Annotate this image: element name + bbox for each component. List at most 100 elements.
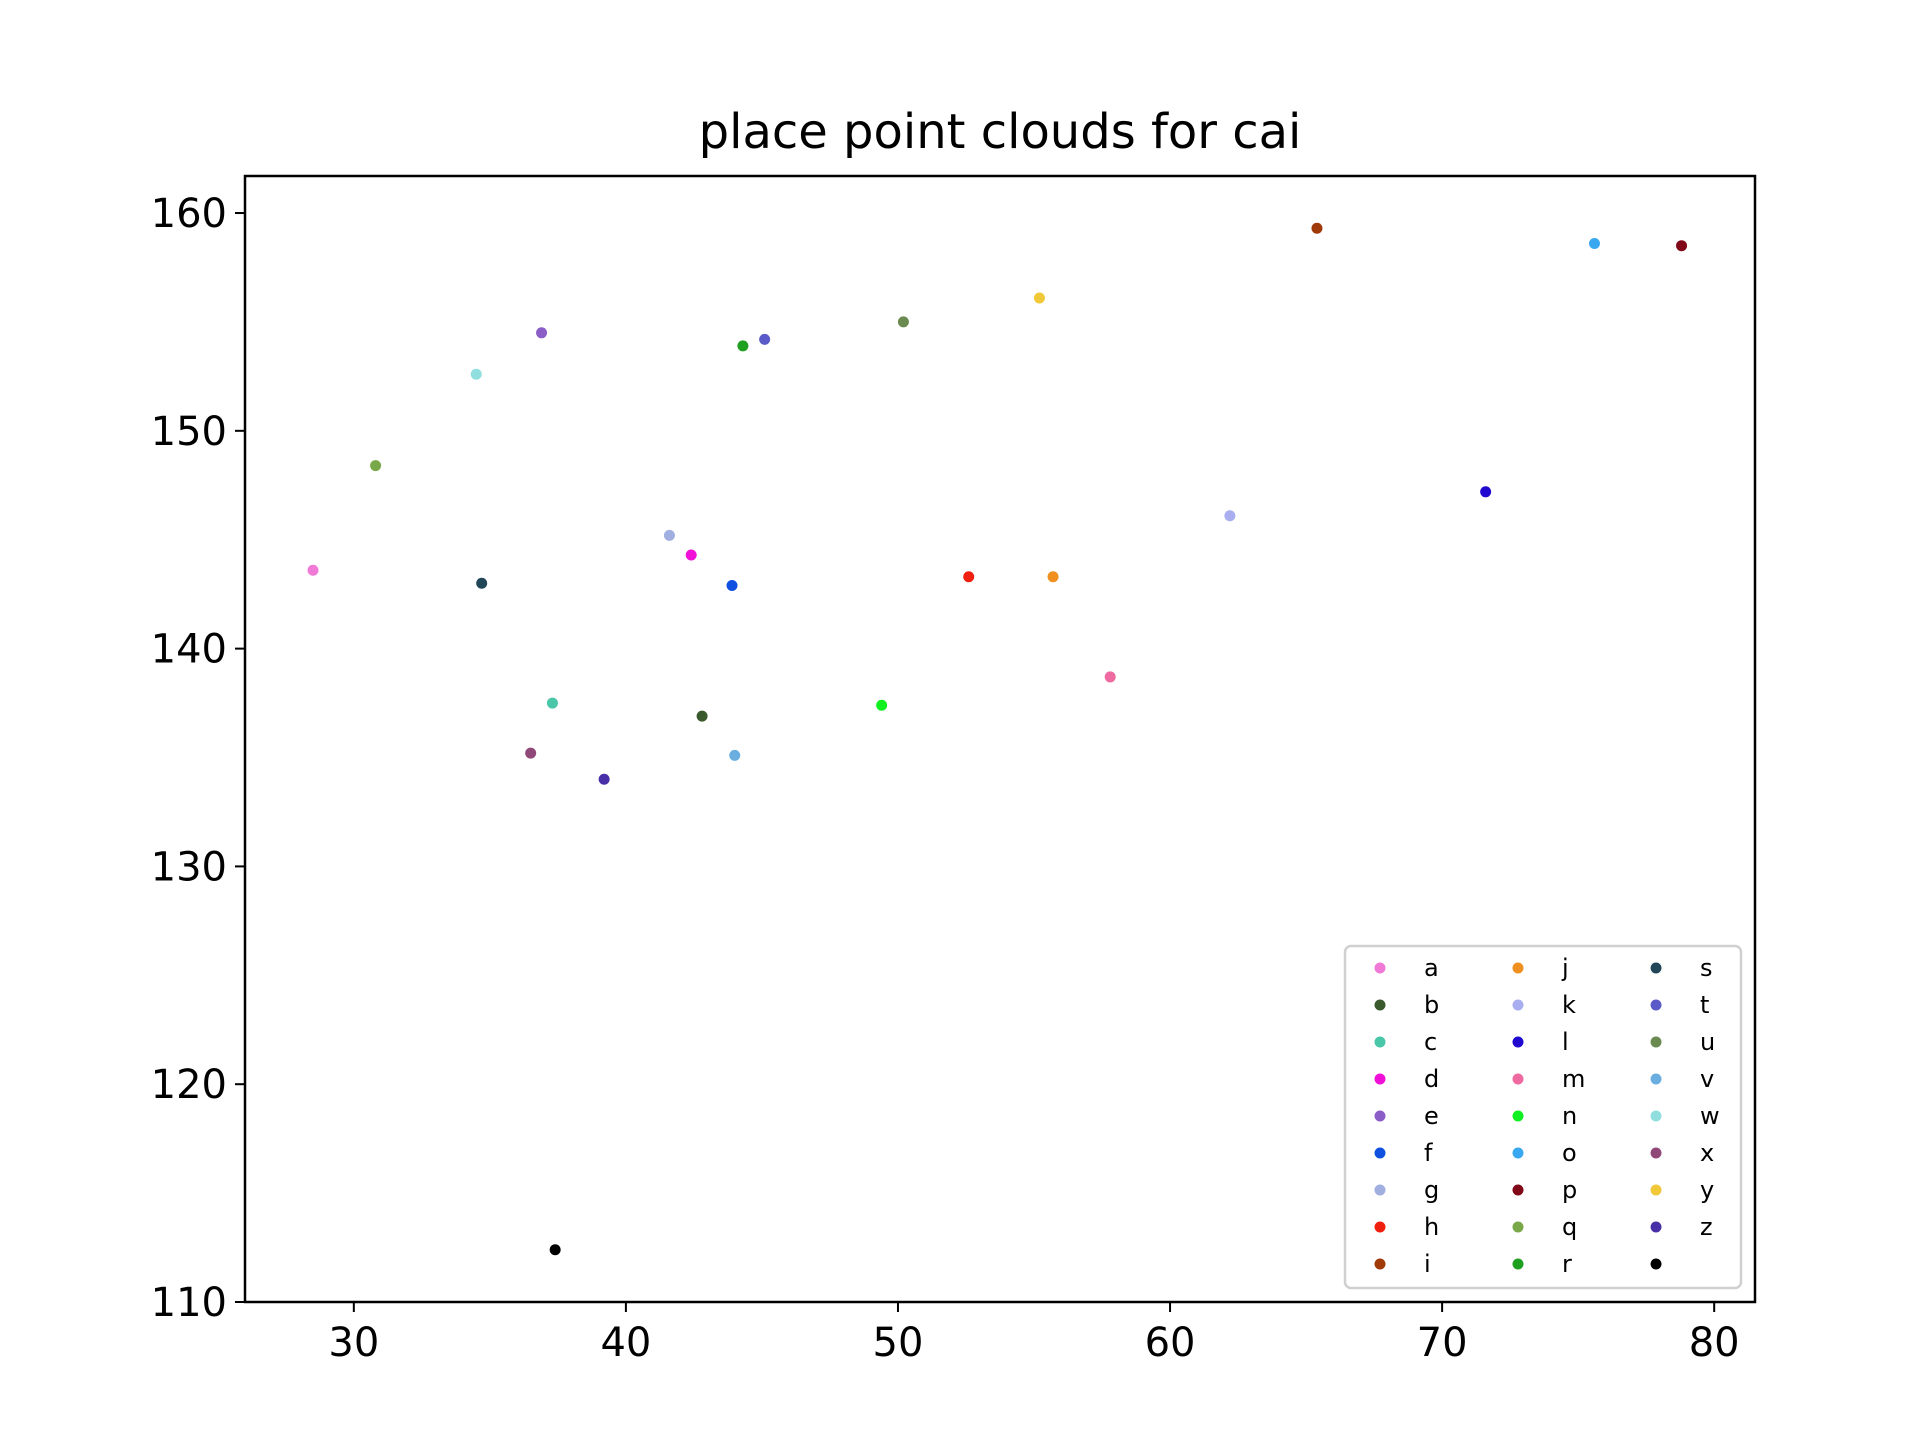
legend-marker [1374,999,1386,1011]
x-tick-label: 80 [1689,1320,1740,1366]
legend-marker [1512,999,1524,1011]
data-point-b [696,710,708,722]
legend-label: j [1561,954,1569,982]
data-point-d [685,549,697,561]
data-point-v [729,749,741,761]
data-point-f [726,579,738,591]
y-tick-label: 150 [151,409,227,455]
legend-label: n [1562,1102,1577,1130]
legend-marker [1650,1258,1662,1270]
legend-label: q [1562,1213,1577,1241]
legend-marker [1650,1110,1662,1122]
legend-marker [1512,1258,1524,1270]
legend-label: x [1700,1139,1714,1167]
legend-label: e [1424,1102,1439,1130]
legend-label: v [1700,1065,1714,1093]
data-points [307,222,1688,1256]
data-point-q [370,460,382,472]
y-tick-label: 110 [151,1280,227,1326]
legend-marker [1650,999,1662,1011]
legend-marker [1650,1147,1662,1159]
legend-marker [1374,1147,1386,1159]
y-tick-label: 140 [151,627,227,673]
data-point-t [759,333,771,345]
data-point-i [1311,222,1323,234]
legend-marker [1374,1258,1386,1270]
x-tick-label: 60 [1145,1320,1196,1366]
legend-label: s [1700,954,1713,982]
data-point-o [1588,238,1600,250]
legend-marker [1374,1110,1386,1122]
data-point-g [663,529,675,541]
legend-label: z [1700,1213,1713,1241]
legend-label: m [1562,1065,1585,1093]
data-point-u [897,316,909,328]
x-tick-label: 50 [873,1320,924,1366]
data-point-z [598,773,610,785]
data-point-k [1224,510,1236,522]
data-point-unnamed [549,1244,561,1256]
legend-box [1343,944,1743,1290]
chart-title: place point clouds for cai [699,104,1302,160]
legend-label: h [1424,1213,1439,1241]
legend-marker [1512,1110,1524,1122]
legend-marker [1374,1036,1386,1048]
data-point-w [470,368,482,380]
data-point-x [525,747,537,759]
data-point-j [1047,571,1059,583]
legend-marker [1650,1184,1662,1196]
legend-label: d [1424,1065,1439,1093]
legend-marker [1374,1221,1386,1233]
legend-label: p [1562,1176,1577,1204]
legend-label: r [1562,1250,1572,1278]
y-tick-label: 160 [151,191,227,237]
legend-label: f [1424,1139,1433,1167]
y-axis: 110 120 130 140 150 160 [151,191,245,1326]
data-point-e [536,327,548,339]
y-tick-label: 120 [151,1062,227,1108]
legend-marker [1512,1147,1524,1159]
legend-marker [1650,962,1662,974]
data-point-m [1104,671,1116,683]
x-tick-label: 70 [1417,1320,1468,1366]
legend-marker [1650,1036,1662,1048]
legend-label: u [1700,1028,1715,1056]
data-point-h [963,571,975,583]
data-point-a [307,564,319,576]
legend-marker [1650,1221,1662,1233]
data-point-r [737,340,749,352]
legend-label: k [1562,991,1576,1019]
x-axis: 30 40 50 60 70 80 [328,1302,1740,1366]
data-point-p [1676,240,1688,252]
x-tick-label: 30 [328,1320,379,1366]
legend-label: b [1424,991,1439,1019]
data-point-c [546,697,558,709]
data-point-y [1033,292,1045,304]
legend-marker [1512,1184,1524,1196]
legend-label: l [1562,1028,1569,1056]
data-point-s [476,577,488,589]
legend-label: a [1424,954,1439,982]
legend-label: g [1424,1176,1439,1204]
legend-marker [1512,1221,1524,1233]
legend-marker [1374,1184,1386,1196]
legend-marker [1512,1036,1524,1048]
legend-label: w [1700,1102,1720,1130]
legend-label: o [1562,1139,1577,1167]
legend-label: c [1424,1028,1437,1056]
x-tick-label: 40 [600,1320,651,1366]
plot-frame [243,174,1757,1304]
legend-label: t [1700,991,1709,1019]
data-point-l [1480,486,1492,498]
data-point-n [876,699,888,711]
legend-label: y [1700,1176,1714,1204]
legend-marker [1374,962,1386,974]
legend-marker [1512,962,1524,974]
y-tick-label: 130 [151,844,227,890]
legend-label: i [1424,1250,1431,1278]
legend-marker [1650,1073,1662,1085]
legend-marker [1374,1073,1386,1085]
legend-marker [1512,1073,1524,1085]
